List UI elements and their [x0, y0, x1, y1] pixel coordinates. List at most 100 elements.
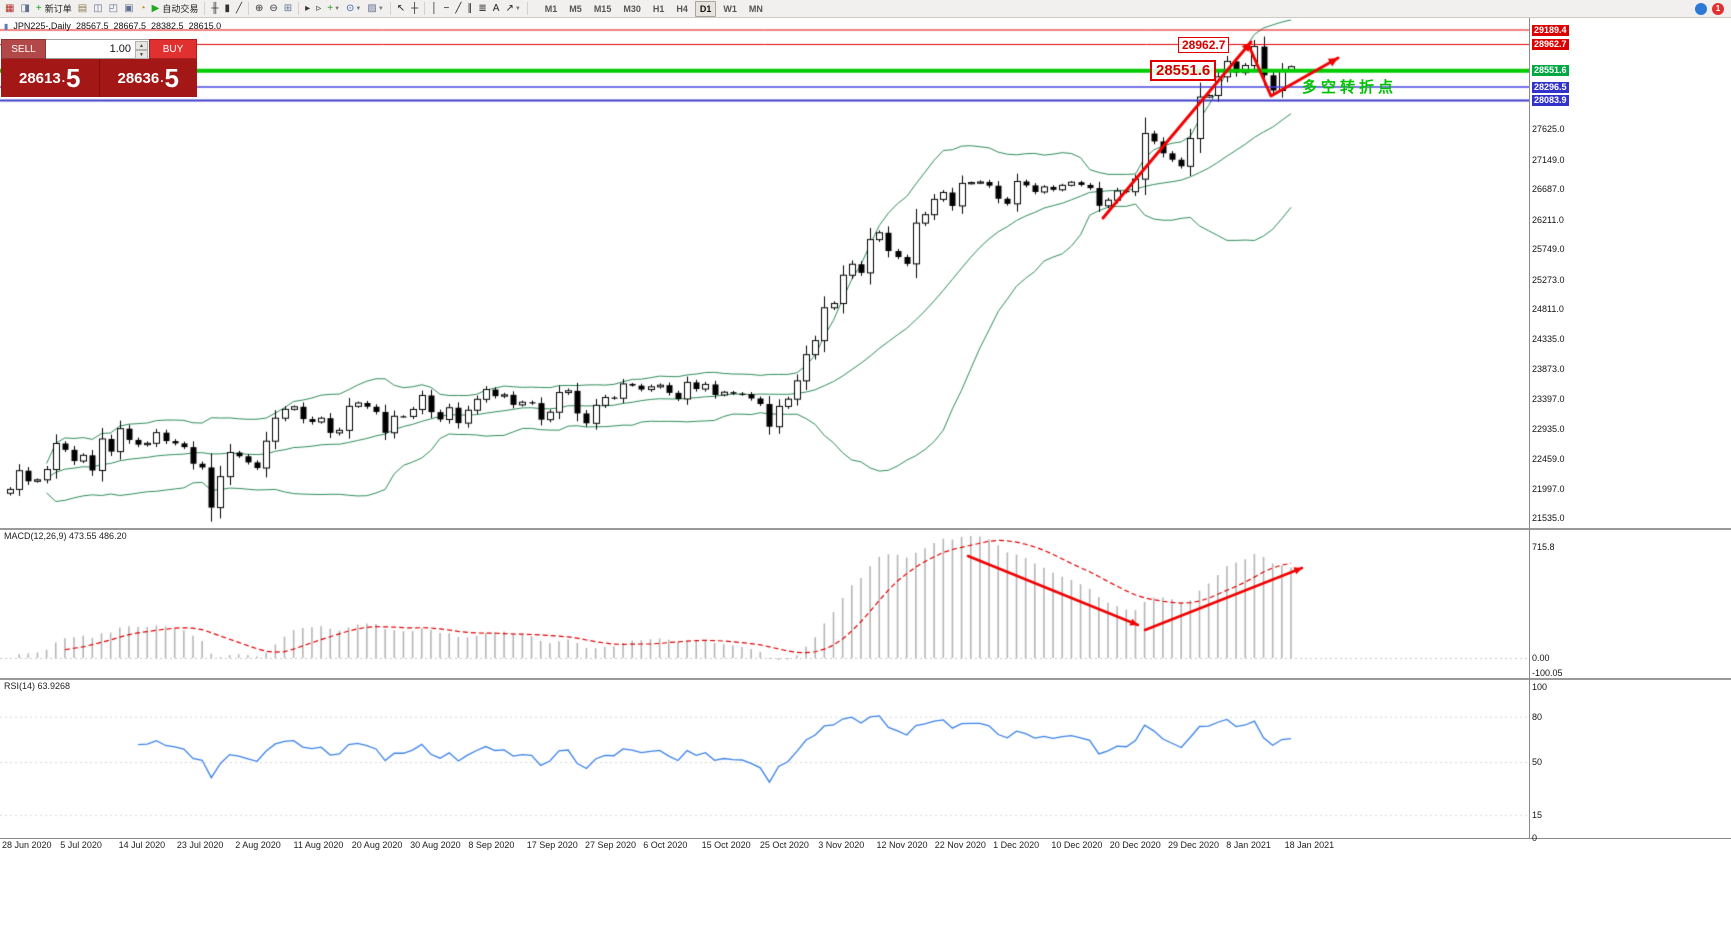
price-axis-label: 24335.0	[1532, 334, 1565, 345]
price-axis-label: 27625.0	[1532, 124, 1565, 135]
time-axis-label: 18 Jan 2021	[1284, 840, 1335, 850]
terminal-icon[interactable]: ▣	[121, 1, 136, 16]
new-order-button[interactable]: + 新订单	[33, 1, 75, 16]
auto-scroll-icon[interactable]: ▸	[302, 1, 313, 16]
autotrading-button[interactable]: ▶ 自动交易	[149, 1, 202, 16]
toolbar: ▦ ◨ + 新订单 ▤ ◫ ◰ ▣ ◔ ▶ 自动交易 ╫ ▮ ╱ ⊕ ⊖ ⊞ ▸ ▹ + ▼ ⊙ ▼ ▨ ▼ ↖ ┼ │ − ╱ ∥ ≣ A ↗ ▼…	[0, 0, 1731, 18]
dropdown-arrow-icon[interactable]: ▼	[377, 5, 384, 12]
resistance-price-label[interactable]: 28962.7	[1178, 37, 1230, 53]
dropdown-arrow-icon[interactable]: ▼	[355, 5, 362, 12]
macd-panel-separator[interactable]	[0, 528, 1731, 530]
volume-increase-button[interactable]: ▲	[135, 41, 148, 50]
timeframe-m1-button[interactable]: M1	[544, 3, 558, 14]
buy-price-frac: 5	[164, 63, 180, 93]
price-level-tag: 28551.6	[1532, 65, 1569, 77]
timeframe-d1-button[interactable]: D1	[694, 0, 717, 17]
crosshair-icon[interactable]: ┼	[408, 1, 421, 16]
timeframe-w1-button[interactable]: W1	[723, 3, 737, 14]
dropdown-arrow-icon[interactable]: ▼	[514, 5, 521, 12]
fibonacci-icon: ≣	[478, 2, 487, 14]
timeframe-toolbar: M1 M5 M15 M30 H1 H4 D1 W1 MN	[539, 0, 769, 17]
trendline-icon[interactable]: ╱	[452, 1, 464, 16]
new-chart-icon[interactable]: ▦	[2, 1, 17, 16]
templates-icon: ▨	[367, 2, 377, 14]
timeframe-h4-button[interactable]: H4	[676, 3, 688, 14]
notifications-badge[interactable]: 1	[1712, 2, 1724, 15]
rsi-panel-separator[interactable]	[0, 678, 1731, 680]
vertical-line-icon[interactable]: │	[428, 1, 440, 16]
vertical-line-icon: │	[431, 2, 438, 14]
time-axis-label: 23 Jul 2020	[176, 840, 224, 850]
data-window-icon[interactable]: ◫	[90, 1, 105, 16]
volume-field[interactable]: 1.00 ▲ ▼	[46, 39, 149, 59]
price-axis: 29189.4 28962.7 28551.6 28296.5 28083.9 27625…	[1532, 18, 1602, 858]
data-window-icon: ◫	[93, 2, 103, 14]
tile-windows-icon[interactable]: ⊞	[281, 1, 295, 16]
new-chart-icon: ▦	[5, 2, 15, 14]
templates-icon[interactable]: ▨ ▼	[364, 1, 386, 16]
support-price-label[interactable]: 28551.6	[1150, 60, 1217, 81]
bar-chart-icon[interactable]: ╫	[208, 1, 221, 16]
sell-price-main: 28613	[18, 69, 61, 87]
bar-chart-icon: ╫	[211, 2, 219, 14]
zoom-in-icon[interactable]: ⊕	[252, 1, 266, 16]
turning-point-label[interactable]: 多空转折点	[1302, 79, 1398, 96]
candlestick-chart-icon: ▮	[224, 2, 230, 14]
candlestick-chart-icon[interactable]: ▮	[221, 1, 233, 16]
sell-price-button[interactable]: 28613. 5	[1, 59, 100, 97]
toolbar-separator	[424, 2, 426, 15]
timeframe-m5-button[interactable]: M5	[569, 3, 582, 14]
community-icon[interactable]	[1695, 2, 1707, 15]
toolbar-separator	[204, 2, 206, 15]
line-chart-icon[interactable]: ╱	[233, 1, 245, 16]
timeframe-m15-button[interactable]: M15	[593, 3, 612, 14]
chart-title: JPN225-,Daily	[13, 21, 71, 31]
text-label-icon: A	[492, 2, 500, 14]
horizontal-line-icon[interactable]: −	[441, 1, 453, 16]
time-axis-label: 2 Aug 2020	[235, 840, 281, 850]
equidistant-channel-icon[interactable]: ∥	[464, 1, 475, 16]
timeframe-mn-button[interactable]: MN	[748, 3, 763, 14]
cursor-icon[interactable]: ↖	[394, 1, 408, 16]
toolbar-right-icons: 1	[1695, 2, 1729, 15]
zoom-out-icon[interactable]: ⊖	[266, 1, 280, 16]
chart-profiles-icon[interactable]: ◨	[17, 1, 32, 16]
price-axis-label: 21997.0	[1532, 483, 1565, 494]
timeframe-m30-button[interactable]: M30	[623, 3, 641, 14]
periods-icon[interactable]: ⊙ ▼	[343, 1, 364, 16]
buy-button[interactable]: BUY	[149, 39, 197, 59]
buy-price-main: 28636	[117, 69, 160, 87]
indicators-icon[interactable]: + ▼	[324, 1, 343, 16]
text-label-icon[interactable]: A	[490, 1, 503, 16]
fibonacci-icon[interactable]: ≣	[475, 1, 489, 16]
cursor-icon: ↖	[396, 2, 406, 14]
dropdown-arrow-icon[interactable]: ▼	[334, 5, 341, 12]
chart-symbol-icon: ▮	[4, 21, 9, 31]
navigator-icon[interactable]: ◰	[106, 1, 121, 16]
sell-price-frac: 5	[66, 63, 81, 93]
volume-decrease-button[interactable]: ▼	[135, 50, 148, 59]
time-axis-label: 27 Sep 2020	[585, 840, 637, 850]
chart-profiles-icon: ◨	[20, 2, 30, 14]
macd-indicator-label: MACD(12,26,9) 473.55 486.20	[4, 531, 127, 541]
one-click-trading-panel: SELL 1.00 ▲ ▼ BUY 28613. 5 28636. 5	[1, 39, 197, 97]
arrows-tool-icon[interactable]: ↗ ▼	[502, 1, 523, 16]
line-chart-icon: ╱	[235, 2, 242, 14]
chart-shift-icon[interactable]: ▹	[313, 1, 324, 16]
buy-price-button[interactable]: 28636. 5	[99, 59, 197, 97]
market-watch-icon[interactable]: ▤	[75, 1, 90, 16]
new-order-icon: +	[35, 2, 42, 14]
time-axis-label: 25 Oct 2020	[759, 840, 809, 850]
alerts-icon[interactable]: ◔	[137, 1, 149, 16]
sell-button[interactable]: SELL	[1, 39, 46, 59]
time-axis-label: 10 Dec 2020	[1051, 840, 1103, 850]
indicators-icon: +	[327, 2, 334, 14]
chart-canvas[interactable]	[0, 18, 1529, 839]
rsi-indicator-label: RSI(14) 63.9268	[4, 681, 71, 691]
timeframe-h1-button[interactable]: H1	[652, 3, 665, 14]
time-axis-label: 22 Nov 2020	[934, 840, 986, 850]
zoom-in-icon: ⊕	[254, 2, 264, 14]
time-axis-label: 3 Nov 2020	[818, 840, 865, 850]
time-axis-label: 29 Dec 2020	[1168, 840, 1220, 850]
price-axis-label: 24811.0	[1532, 304, 1564, 315]
